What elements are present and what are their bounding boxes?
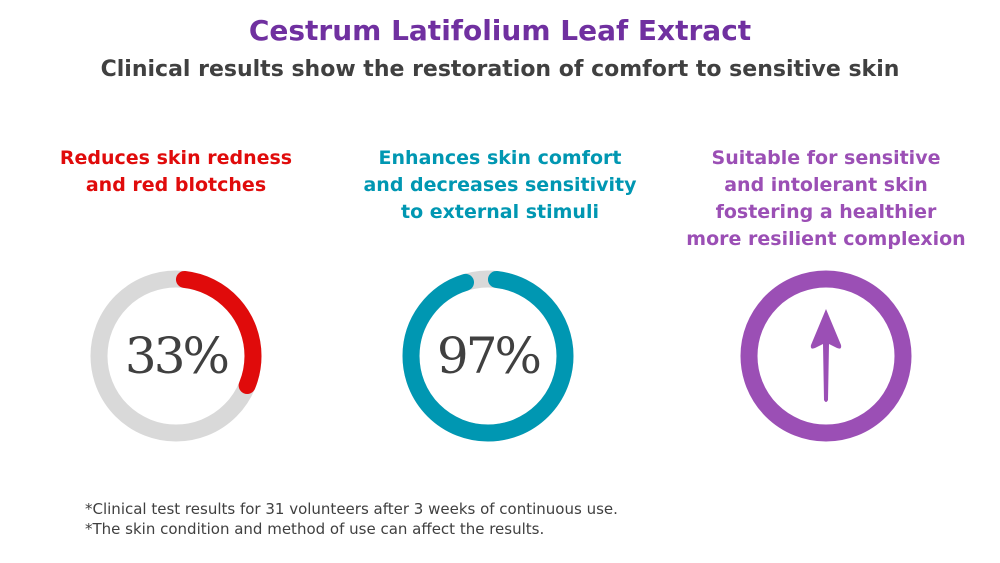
heading-line: more resilient complexion	[686, 228, 966, 250]
heading-line: Enhances skin comfort	[378, 147, 622, 169]
heading-line: to external stimuli	[401, 201, 599, 223]
redness-heading: Reduces skin redness and red blotches	[16, 145, 336, 199]
heading-line: fostering a healthier	[715, 201, 937, 223]
heading-line: Suitable for sensitive	[711, 147, 941, 169]
page-subtitle: Clinical results show the restoration of…	[100, 57, 900, 82]
comfort-gauge: 97%	[398, 266, 578, 446]
gauge-progress-arc	[90, 270, 262, 442]
gauge-progress-arc	[402, 270, 574, 442]
redness-percentage: 33%	[124, 327, 230, 385]
comfort-percentage: 97%	[436, 327, 542, 385]
heading-line: and decreases sensitivity	[363, 174, 637, 196]
heading-line: and intolerant skin	[724, 174, 928, 196]
page-title: Cestrum Latifolium Leaf Extract	[248, 14, 752, 47]
heading-line: Reduces skin redness	[59, 147, 293, 169]
footnote-disclaimer: *The skin condition and method of use ca…	[85, 520, 545, 538]
arrow-up-icon	[740, 270, 912, 442]
comfort-ring	[402, 270, 574, 442]
sensitive-skin-heading: Suitable for sensitive and intolerant sk…	[666, 145, 986, 253]
redness-gauge: 33%	[86, 266, 266, 446]
up-arrow	[810, 309, 842, 402]
redness-ring	[90, 270, 262, 442]
heading-line: and red blotches	[85, 174, 267, 196]
comfort-heading: Enhances skin comfort and decreases sens…	[340, 145, 660, 226]
purple-ring	[740, 270, 912, 442]
footnote-volunteers: *Clinical test results for 31 volunteers…	[85, 500, 618, 518]
resilience-gauge	[736, 266, 916, 446]
